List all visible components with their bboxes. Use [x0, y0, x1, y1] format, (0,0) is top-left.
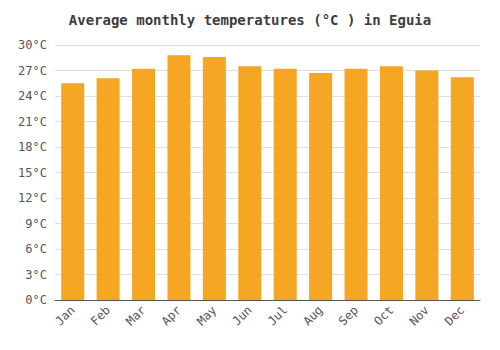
svg-text:Jul: Jul [265, 303, 290, 328]
svg-text:Average monthly temperatures (: Average monthly temperatures (°C ) in Eg… [69, 12, 431, 28]
svg-text:27°C: 27°C [18, 64, 47, 78]
svg-text:12°C: 12°C [18, 191, 47, 205]
svg-text:Nov: Nov [407, 303, 432, 328]
svg-text:Feb: Feb [88, 303, 113, 328]
svg-text:24°C: 24°C [18, 89, 47, 103]
svg-text:Jun: Jun [230, 303, 255, 328]
svg-text:Apr: Apr [159, 303, 184, 328]
svg-text:9°C: 9°C [25, 217, 47, 231]
svg-text:Aug: Aug [300, 303, 325, 328]
svg-text:Oct: Oct [371, 303, 396, 328]
svg-text:Dec: Dec [442, 303, 467, 328]
svg-text:0°C: 0°C [25, 293, 47, 307]
svg-text:30°C: 30°C [18, 38, 47, 52]
svg-text:18°C: 18°C [18, 140, 47, 154]
svg-text:Mar: Mar [123, 303, 148, 328]
svg-text:3°C: 3°C [25, 268, 47, 282]
svg-text:May: May [194, 303, 219, 328]
svg-text:21°C: 21°C [18, 115, 47, 129]
svg-text:15°C: 15°C [18, 166, 47, 180]
svg-text:6°C: 6°C [25, 242, 47, 256]
svg-text:Jan: Jan [52, 303, 77, 328]
svg-text:Sep: Sep [336, 303, 361, 328]
